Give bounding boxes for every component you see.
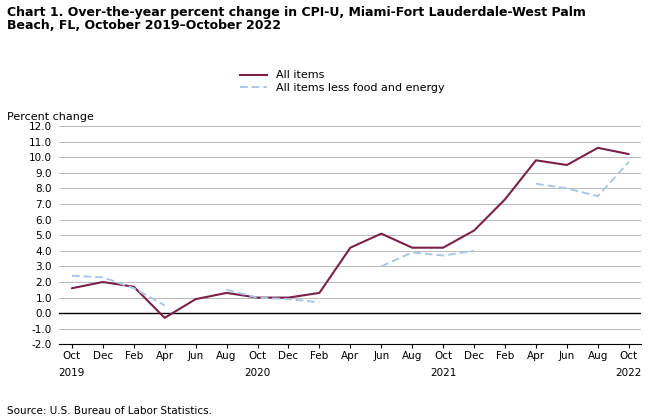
- Text: Percent change: Percent change: [7, 112, 93, 122]
- Text: 2022: 2022: [615, 368, 642, 378]
- Text: 2019: 2019: [59, 368, 85, 378]
- Text: Source: U.S. Bureau of Labor Statistics.: Source: U.S. Bureau of Labor Statistics.: [7, 406, 212, 416]
- All items less food and energy: [130, 286, 137, 291]
- All items less food and energy: [161, 303, 169, 308]
- Text: 2021: 2021: [430, 368, 456, 378]
- Line: All items less food and energy: All items less food and energy: [72, 276, 165, 305]
- All items less food and energy: [99, 275, 107, 280]
- Text: 2020: 2020: [245, 368, 270, 378]
- Legend: All items, All items less food and energy: All items, All items less food and energ…: [239, 71, 445, 93]
- All items less food and energy: [68, 273, 76, 278]
- Text: Beach, FL, October 2019–October 2022: Beach, FL, October 2019–October 2022: [7, 19, 281, 32]
- Text: Chart 1. Over-the-year percent change in CPI-U, Miami-Fort Lauderdale-West Palm: Chart 1. Over-the-year percent change in…: [7, 6, 586, 19]
